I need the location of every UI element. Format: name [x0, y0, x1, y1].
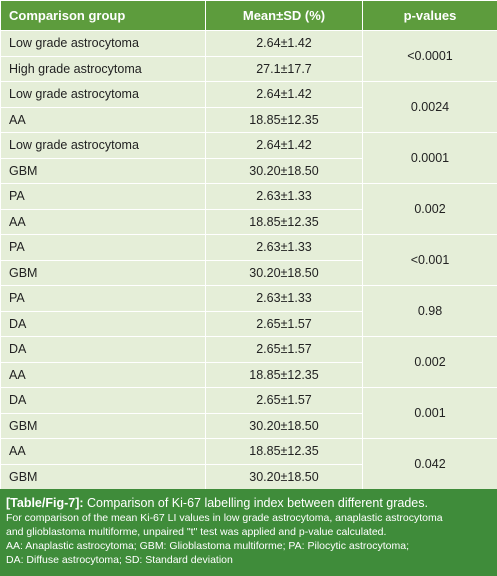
table-row: High grade astrocytoma 27.1±17.7: [0, 55, 497, 82]
mean-sd-cell: 2.63±1.33: [205, 183, 363, 210]
mean-sd-cell: 18.85±12.35: [205, 106, 363, 133]
p-value-cell: 0.98: [362, 285, 497, 337]
mean-sd-cell: 18.85±12.35: [205, 361, 363, 388]
group-cell: Low grade astrocytoma: [0, 30, 206, 57]
p-value-cell: 0.0001: [362, 132, 497, 184]
mean-sd-cell: 30.20±18.50: [205, 412, 363, 439]
caption-title: [Table/Fig-7]: Comparison of Ki-67 label…: [6, 495, 491, 511]
caption-line: For comparison of the mean Ki-67 LI valu…: [6, 512, 443, 524]
comparison-table: Comparison group Mean±SD (%) p-values Lo…: [0, 0, 497, 490]
mean-sd-cell: 30.20±18.50: [205, 259, 363, 286]
group-cell: GBM: [0, 157, 206, 184]
group-cell: High grade astrocytoma: [0, 55, 206, 82]
header-cell: p-values: [362, 0, 497, 31]
group-cell: AA: [0, 361, 206, 388]
header-row: Comparison group Mean±SD (%) p-values: [0, 0, 497, 31]
header-cell: Mean±SD (%): [205, 0, 363, 31]
table-row: PA 2.63±1.33 0.002: [0, 183, 497, 235]
table-row: AA 18.85±12.35: [0, 208, 497, 235]
mean-sd-cell: 2.65±1.57: [205, 336, 363, 363]
table-row: AA 18.85±12.35 0.042: [0, 438, 497, 490]
group-cell: DA: [0, 387, 206, 414]
table-row: AA 18.85±12.35: [0, 361, 497, 388]
mean-sd-cell: 30.20±18.50: [205, 463, 363, 490]
caption-label: [Table/Fig-7]:: [6, 496, 84, 510]
table-row: DA 2.65±1.57 0.002: [0, 336, 497, 388]
group-cell: AA: [0, 106, 206, 133]
caption-line: AA: Anaplastic astrocytoma; GBM: Gliobla…: [6, 540, 410, 552]
group-cell: GBM: [0, 259, 206, 286]
table-row: GBM 30.20±18.50: [0, 412, 497, 439]
table-row: GBM 30.20±18.50: [0, 259, 497, 286]
mean-sd-cell: 18.85±12.35: [205, 208, 363, 235]
group-cell: PA: [0, 183, 206, 210]
mean-sd-cell: 2.63±1.33: [205, 285, 363, 312]
table-row: Low grade astrocytoma 2.64±1.42 0.0001: [0, 132, 497, 184]
mean-sd-cell: 2.64±1.42: [205, 81, 363, 108]
p-value-cell: 0.042: [362, 438, 497, 490]
mean-sd-cell: 2.65±1.57: [205, 310, 363, 337]
table-body: Low grade astrocytoma 2.64±1.42 <0.0001 Hig…: [0, 30, 497, 490]
caption-line: and glioblastoma multiforme, unpaired "t…: [6, 526, 387, 538]
mean-sd-cell: 30.20±18.50: [205, 157, 363, 184]
group-cell: DA: [0, 310, 206, 337]
caption-notes: For comparison of the mean Ki-67 LI valu…: [6, 511, 491, 567]
group-cell: Low grade astrocytoma: [0, 81, 206, 108]
p-value-cell: 0.0024: [362, 81, 497, 133]
mean-sd-cell: 18.85±12.35: [205, 438, 363, 465]
table-row: PA 2.63±1.33 0.98: [0, 285, 497, 337]
group-cell: AA: [0, 208, 206, 235]
table-row: Low grade astrocytoma 2.64±1.42 <0.0001: [0, 30, 497, 82]
mean-sd-cell: 27.1±17.7: [205, 55, 363, 82]
p-value-cell: 0.002: [362, 183, 497, 235]
p-value-cell: 0.002: [362, 336, 497, 388]
table-row: PA 2.63±1.33 <0.001: [0, 234, 497, 286]
caption-text: Comparison of Ki-67 labelling index betw…: [87, 496, 428, 510]
group-cell: Low grade astrocytoma: [0, 132, 206, 159]
group-cell: GBM: [0, 463, 206, 490]
group-cell: PA: [0, 285, 206, 312]
mean-sd-cell: 2.65±1.57: [205, 387, 363, 414]
mean-sd-cell: 2.64±1.42: [205, 30, 363, 57]
caption-line: DA: Diffuse astrocytoma; SD: Standard de…: [6, 554, 233, 566]
group-cell: GBM: [0, 412, 206, 439]
table-row: DA 2.65±1.57: [0, 310, 497, 337]
table-row: DA 2.65±1.57 0.001: [0, 387, 497, 439]
group-cell: AA: [0, 438, 206, 465]
caption: [Table/Fig-7]: Comparison of Ki-67 label…: [0, 489, 497, 576]
mean-sd-cell: 2.63±1.33: [205, 234, 363, 261]
group-cell: PA: [0, 234, 206, 261]
header-cell: Comparison group: [0, 0, 206, 31]
group-cell: DA: [0, 336, 206, 363]
table-row: Low grade astrocytoma 2.64±1.42 0.0024: [0, 81, 497, 133]
mean-sd-cell: 2.64±1.42: [205, 132, 363, 159]
p-value-cell: 0.001: [362, 387, 497, 439]
p-value-cell: <0.001: [362, 234, 497, 286]
table-row: GBM 30.20±18.50: [0, 157, 497, 184]
p-value-cell: <0.0001: [362, 30, 497, 82]
